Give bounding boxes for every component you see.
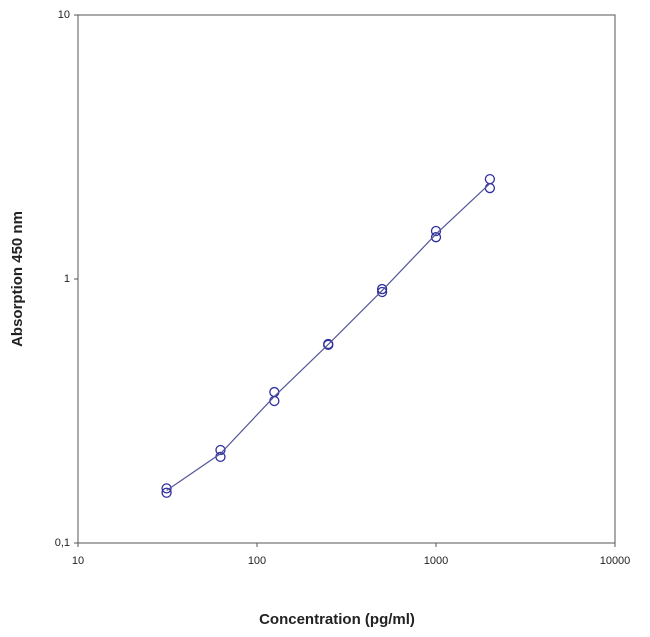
data-point	[376, 283, 388, 295]
x-tick-label: 10000	[600, 555, 631, 567]
x-tick-label: 10	[72, 555, 84, 567]
y-axis-title: Absorption 450 nm	[9, 211, 26, 347]
y-tick-label: 1	[64, 273, 70, 285]
data-point	[323, 339, 334, 351]
data-point	[430, 225, 442, 237]
x-tick-label: 1000	[424, 555, 448, 567]
x-tick-label: 100	[248, 555, 266, 567]
data-point	[376, 286, 388, 298]
y-tick-label: 0,1	[55, 537, 70, 549]
y-tick-label: 10	[58, 9, 70, 21]
x-axis-title: Concentration (pg/ml)	[259, 611, 415, 628]
data-point	[484, 173, 496, 185]
data-point	[269, 386, 280, 398]
data-point	[161, 483, 172, 494]
data-point	[484, 182, 496, 194]
data-point	[215, 444, 226, 456]
plot-frame	[77, 14, 616, 544]
data-point	[269, 395, 280, 407]
data-point	[430, 232, 442, 243]
fit-line	[166, 183, 491, 492]
data-point	[161, 487, 172, 498]
